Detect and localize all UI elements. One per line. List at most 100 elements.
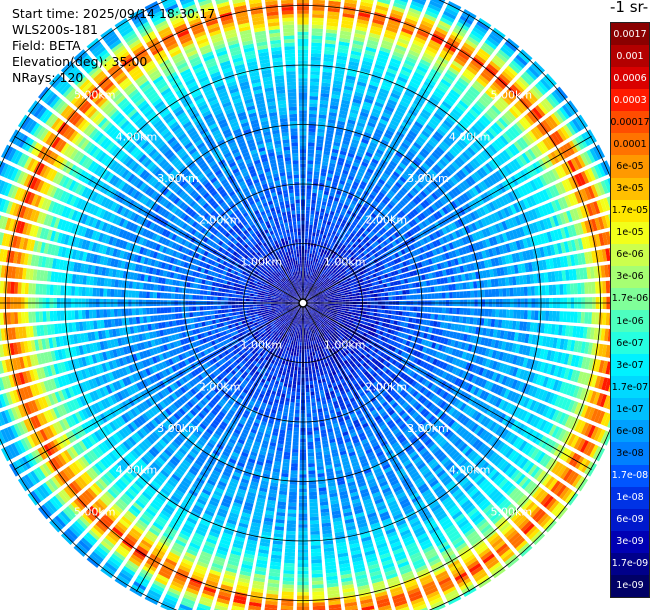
range-bin xyxy=(310,303,314,305)
range-bin xyxy=(297,345,300,350)
range-bin xyxy=(436,436,445,445)
range-bin xyxy=(443,338,449,345)
range-bin xyxy=(283,573,295,578)
range-bin xyxy=(395,310,400,316)
range-bin xyxy=(309,373,313,378)
range-bin xyxy=(600,430,609,445)
range-bin xyxy=(331,306,335,309)
range-bin xyxy=(308,463,315,468)
range-bin xyxy=(477,377,484,387)
range-bin xyxy=(340,314,345,318)
range-bin xyxy=(476,427,485,437)
range-bin xyxy=(282,386,287,391)
range-bin xyxy=(508,366,515,376)
range-bin xyxy=(374,305,378,309)
range-bin xyxy=(341,327,346,332)
range-bin xyxy=(319,308,324,311)
range-bin xyxy=(347,324,352,329)
range-bin xyxy=(435,359,442,367)
range-bin xyxy=(414,324,419,330)
range-bin xyxy=(570,435,580,448)
range-bin xyxy=(390,412,398,419)
range-bin xyxy=(379,330,384,336)
range-bin xyxy=(546,350,552,361)
range-bin xyxy=(285,361,289,366)
range-bin xyxy=(443,322,449,329)
range-bin xyxy=(521,478,532,490)
range-bin xyxy=(451,436,460,445)
range-bin xyxy=(382,366,388,373)
range-bin xyxy=(290,402,295,407)
range-bin xyxy=(406,406,414,414)
range-bin xyxy=(309,337,312,342)
range-bin xyxy=(456,456,466,466)
range-bin xyxy=(283,455,291,460)
range-bin xyxy=(387,314,392,319)
range-bin xyxy=(468,353,474,362)
range-bin xyxy=(395,305,400,310)
range-bin xyxy=(425,412,433,421)
range-bin xyxy=(315,369,320,374)
range-bin xyxy=(460,380,467,389)
range-bin xyxy=(508,508,520,520)
range-bin xyxy=(345,318,351,322)
range-bin xyxy=(376,356,383,362)
range-bin xyxy=(575,326,581,338)
range-bin xyxy=(369,335,374,341)
range-bin xyxy=(439,400,447,409)
range-bin xyxy=(415,318,420,324)
range-bin xyxy=(416,384,424,392)
range-bin xyxy=(287,509,297,514)
range-bin xyxy=(307,308,311,312)
range-bin xyxy=(425,347,431,355)
range-bin xyxy=(470,423,479,433)
range-bin xyxy=(555,411,563,423)
range-bin xyxy=(421,421,430,430)
range-bin xyxy=(320,371,324,376)
range-bin xyxy=(577,341,583,353)
range-bin xyxy=(307,427,313,432)
range-bin xyxy=(579,387,587,401)
range-bin xyxy=(394,368,400,375)
range-bin xyxy=(445,461,455,471)
range-bin xyxy=(473,425,482,435)
range-bin xyxy=(309,306,313,309)
range-bin xyxy=(419,419,427,427)
range-bin xyxy=(329,319,334,324)
range-bin xyxy=(397,420,405,428)
range-bin xyxy=(313,355,317,360)
range-bin xyxy=(313,426,320,432)
range-bin xyxy=(368,349,374,355)
range-bin xyxy=(314,310,319,314)
range-bin xyxy=(310,310,314,314)
range-bin xyxy=(344,313,349,316)
range-bin xyxy=(297,341,300,346)
range-bin xyxy=(567,354,573,366)
range-bin xyxy=(570,354,577,367)
range-bin xyxy=(306,420,312,425)
range-bin xyxy=(480,445,490,455)
range-bin xyxy=(500,387,507,398)
range-bin xyxy=(496,519,509,530)
range-bin xyxy=(403,322,409,328)
range-bin xyxy=(591,342,597,356)
range-bin xyxy=(316,462,324,467)
range-bin xyxy=(600,328,606,341)
range-bin xyxy=(282,577,295,582)
range-bin xyxy=(534,489,546,501)
range-bin xyxy=(409,306,414,312)
range-bin xyxy=(512,355,518,365)
range-bin xyxy=(296,338,299,342)
range-bin xyxy=(364,379,370,385)
range-bin xyxy=(316,306,321,308)
range-bin xyxy=(517,332,523,343)
range-bin xyxy=(294,366,298,371)
range-bin xyxy=(289,347,292,352)
range-bin xyxy=(454,491,465,501)
range-bin xyxy=(283,566,295,571)
range-bin xyxy=(381,322,387,327)
range-bin xyxy=(502,309,507,318)
range-bin xyxy=(311,555,322,560)
range-bin xyxy=(465,419,473,429)
range-bin xyxy=(374,333,379,338)
